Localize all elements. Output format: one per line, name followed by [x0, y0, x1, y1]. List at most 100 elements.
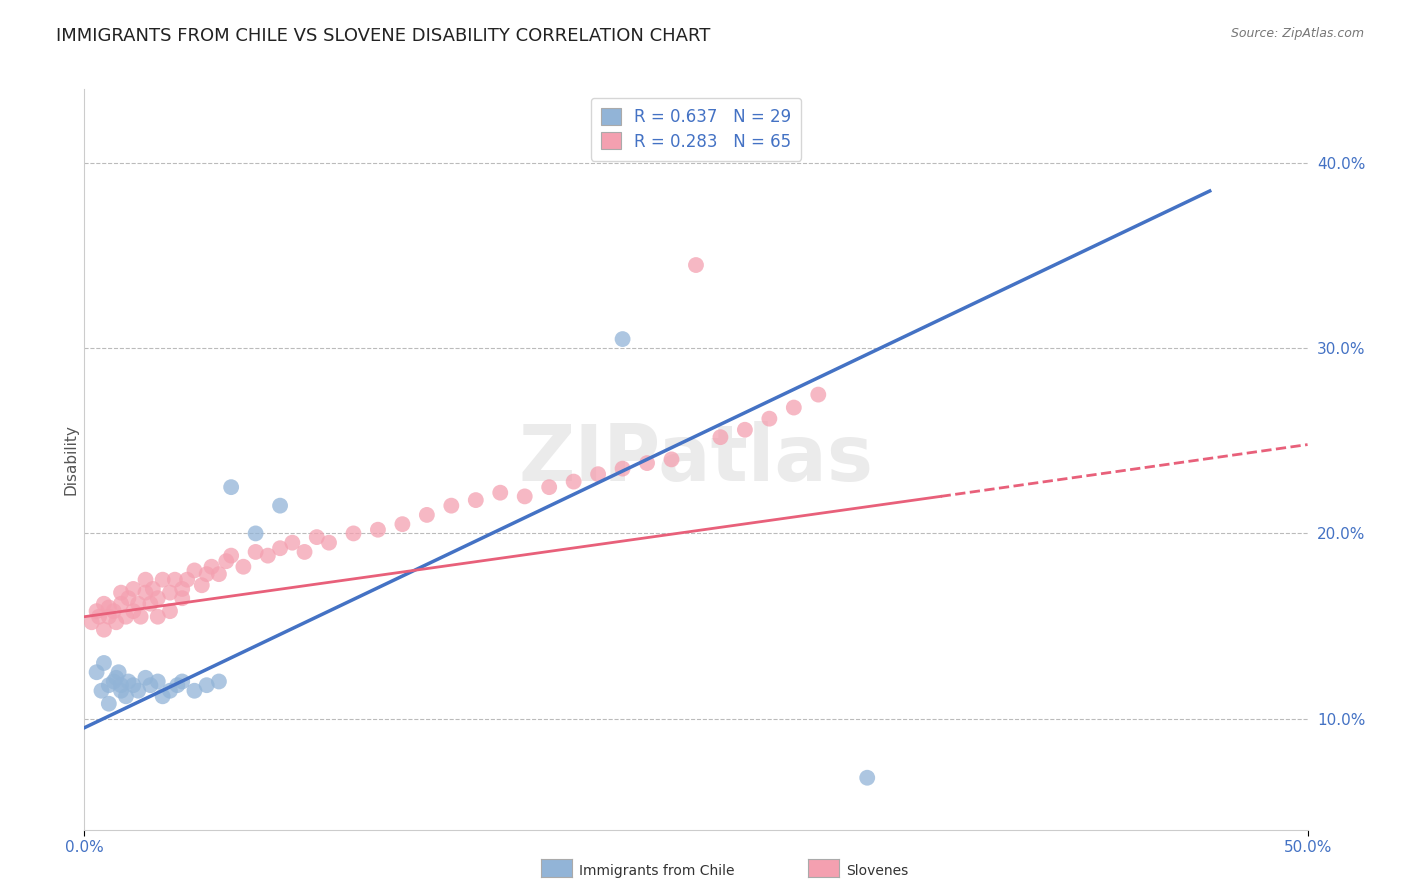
Point	[117, 674, 139, 689]
Point	[758, 411, 780, 425]
Point	[166, 678, 188, 692]
Point	[110, 683, 132, 698]
Point	[97, 609, 120, 624]
Point	[103, 604, 125, 618]
Point	[612, 332, 634, 346]
Point	[139, 678, 162, 692]
Point	[305, 530, 328, 544]
Point	[318, 535, 340, 549]
Text: Source: ZipAtlas.com: Source: ZipAtlas.com	[1230, 27, 1364, 40]
Point	[103, 674, 125, 689]
Point	[129, 609, 152, 624]
Point	[127, 597, 149, 611]
Point	[97, 697, 120, 711]
Point	[245, 526, 267, 541]
Text: Slovenes: Slovenes	[846, 863, 908, 878]
Point	[586, 467, 609, 482]
Point	[172, 674, 194, 689]
Point	[172, 591, 194, 606]
Point	[117, 591, 139, 606]
Point	[105, 671, 128, 685]
Point	[562, 475, 585, 489]
Point	[86, 665, 108, 680]
Point	[195, 567, 218, 582]
Point	[107, 665, 129, 680]
Point	[93, 623, 115, 637]
Point	[245, 545, 267, 559]
Point	[110, 585, 132, 599]
Point	[734, 423, 756, 437]
Point	[219, 480, 242, 494]
Point	[152, 690, 174, 704]
Point	[152, 573, 174, 587]
Point	[391, 517, 413, 532]
Point	[269, 541, 291, 556]
Point	[367, 523, 389, 537]
Point	[172, 582, 194, 596]
Point	[183, 564, 205, 578]
Point	[661, 452, 683, 467]
Point	[612, 461, 634, 475]
Point	[176, 573, 198, 587]
Point	[115, 609, 138, 624]
Point	[97, 678, 120, 692]
Point	[146, 674, 169, 689]
Y-axis label: Disability: Disability	[63, 424, 79, 495]
Legend: R = 0.637   N = 29, R = 0.283   N = 65: R = 0.637 N = 29, R = 0.283 N = 65	[591, 97, 801, 161]
Point	[513, 489, 536, 503]
Point	[208, 567, 231, 582]
Point	[93, 656, 115, 670]
Point	[90, 683, 112, 698]
Point	[191, 578, 214, 592]
Text: ZIPatlas: ZIPatlas	[519, 421, 873, 498]
Point	[110, 597, 132, 611]
Point	[115, 690, 138, 704]
Point	[139, 597, 162, 611]
Point	[163, 573, 186, 587]
Point	[232, 559, 254, 574]
Point	[80, 615, 103, 630]
Point	[122, 582, 145, 596]
Point	[135, 585, 157, 599]
Point	[783, 401, 806, 415]
Point	[93, 597, 115, 611]
Point	[709, 430, 731, 444]
Point	[135, 671, 157, 685]
Point	[142, 582, 165, 596]
Point	[122, 678, 145, 692]
Point	[200, 559, 222, 574]
Point	[215, 554, 238, 568]
Point	[636, 456, 658, 470]
Point	[87, 609, 110, 624]
Point	[219, 549, 242, 563]
Point	[159, 585, 181, 599]
Point	[342, 526, 364, 541]
Point	[538, 480, 561, 494]
Point	[440, 499, 463, 513]
Point	[110, 678, 132, 692]
Point	[159, 683, 181, 698]
Point	[281, 535, 304, 549]
Point	[122, 604, 145, 618]
Point	[489, 485, 512, 500]
Point	[269, 499, 291, 513]
Point	[464, 493, 486, 508]
Point	[183, 683, 205, 698]
Point	[135, 573, 157, 587]
Point	[416, 508, 439, 522]
Point	[257, 549, 280, 563]
Point	[97, 600, 120, 615]
Point	[856, 771, 879, 785]
Text: IMMIGRANTS FROM CHILE VS SLOVENE DISABILITY CORRELATION CHART: IMMIGRANTS FROM CHILE VS SLOVENE DISABIL…	[56, 27, 710, 45]
Point	[807, 387, 830, 401]
Point	[294, 545, 316, 559]
Point	[127, 683, 149, 698]
Point	[146, 591, 169, 606]
Point	[685, 258, 707, 272]
Point	[159, 604, 181, 618]
Point	[208, 674, 231, 689]
Point	[86, 604, 108, 618]
Point	[195, 678, 218, 692]
Point	[146, 609, 169, 624]
Point	[105, 615, 128, 630]
